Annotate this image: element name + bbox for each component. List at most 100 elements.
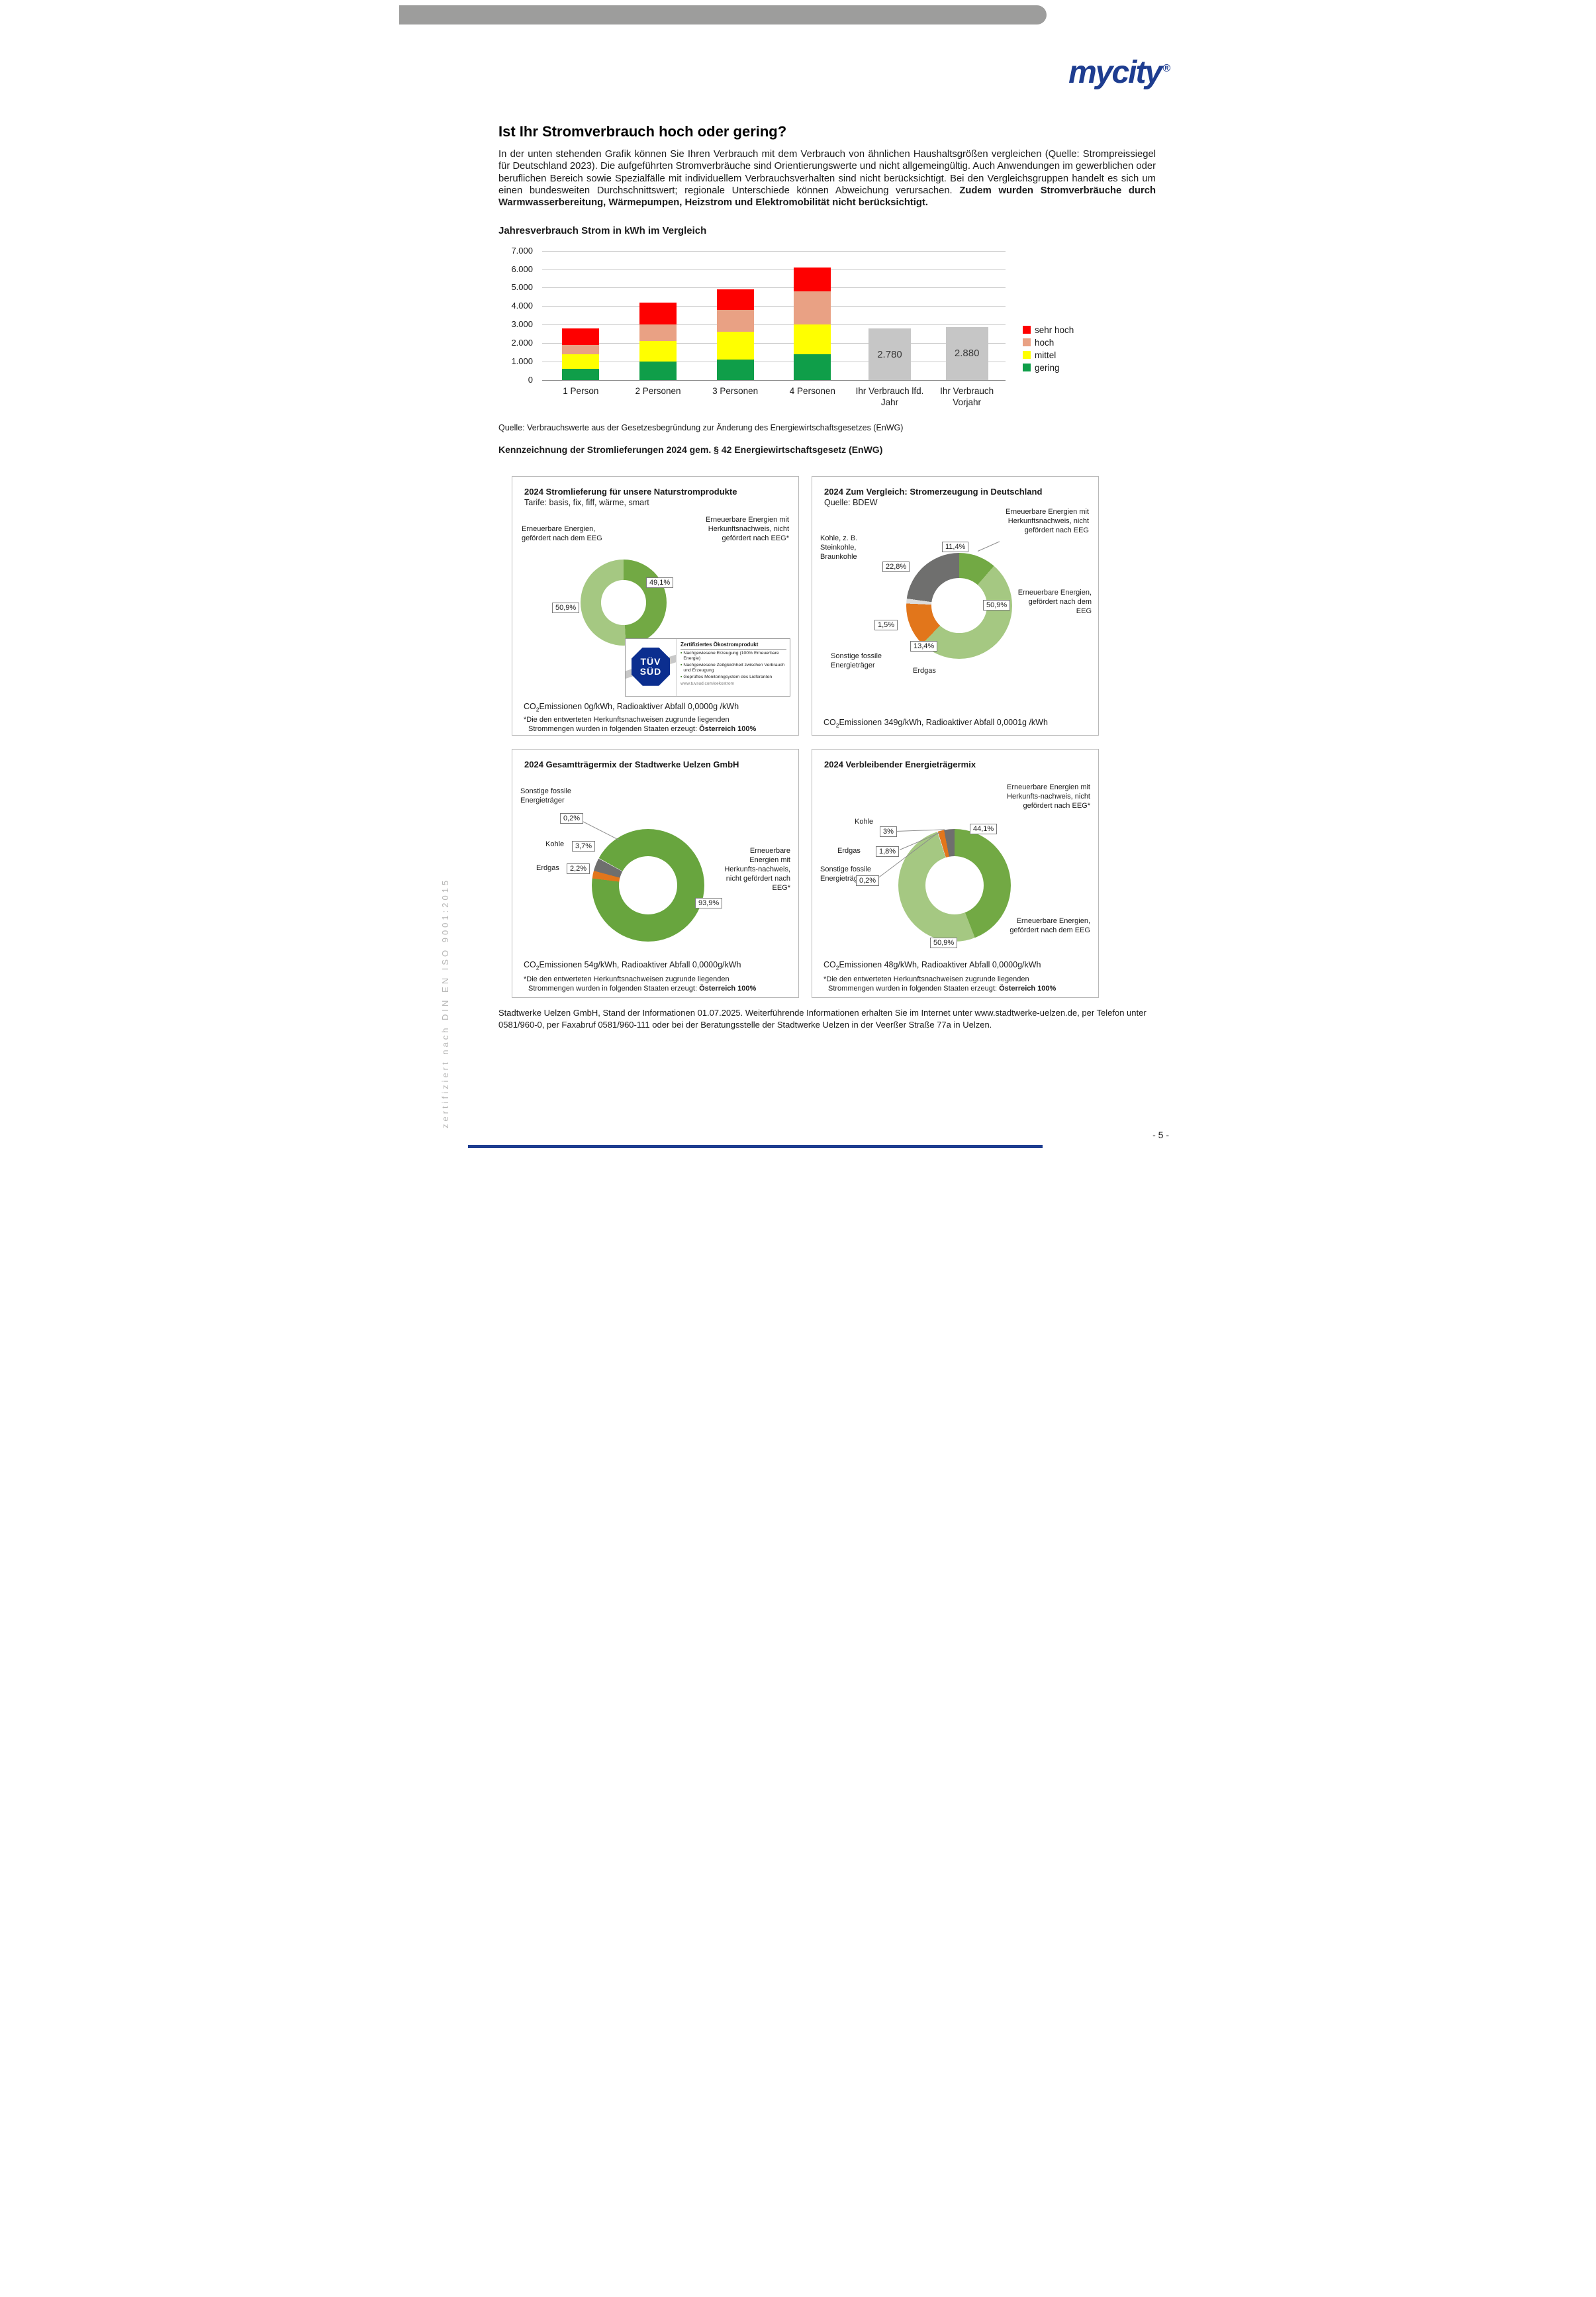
- tuv-text-area: Zertifiziertes Ökostromprodukt ▪ Nachgewi…: [676, 638, 790, 696]
- pct-erdgas: 13,4%: [910, 640, 938, 652]
- box-naturstrom: 2024 Stromlieferung für unsere Naturstro…: [512, 475, 799, 736]
- pct-hkn: 93,9%: [695, 897, 723, 909]
- segment-label-kohle: Kohle: [855, 817, 874, 826]
- tuv-bullet-3: ▪ Geprüftes Monitoringsystem des Lieferan…: [681, 674, 773, 679]
- tuv-certificate-box: TÜV SÜD Zertifiziertes Ökostromprodukt ▪…: [625, 638, 790, 697]
- tuv-logo-area: TÜV SÜD: [626, 639, 676, 696]
- pct-hkn: 11,4%: [942, 541, 969, 553]
- tuv-url: www.tuvsud.com/oekostrom: [681, 681, 734, 687]
- y-tick-label: 4.000: [511, 301, 533, 311]
- footer-accent-line: [468, 1145, 1043, 1148]
- bar-category-label: 2 Personen: [635, 385, 681, 396]
- tuv-header: Zertifiziertes Ökostromprodukt: [681, 642, 786, 650]
- bullet-icon: ▪: [681, 674, 682, 679]
- bar-segment-hoch: [716, 309, 754, 332]
- bar-category-label: 1 Person: [563, 385, 599, 396]
- legend-item: sehr hoch: [1023, 325, 1074, 335]
- y-tick-label: 7.000: [511, 245, 533, 256]
- section-heading: Kennzeichnung der Stromlieferungen 2024 …: [498, 444, 883, 455]
- bullet-icon: ▪: [681, 650, 682, 656]
- donut-chart-naturstrom: [581, 559, 667, 646]
- registered-mark: ®: [1162, 63, 1170, 74]
- y-tick-label: 1.000: [511, 356, 533, 366]
- legend-swatch: [1023, 338, 1031, 347]
- co2-emissions-line: CO2Emissionen 0g/kWh, Radioaktiver Abfal…: [524, 701, 739, 713]
- bar-segment-mittel: [716, 332, 754, 360]
- bar-segment-mittel: [562, 354, 600, 369]
- bar-chart: 0 1.000 2.000 3.000 4.000 5.000 6.000 7.000 2.7…: [498, 246, 1156, 419]
- pct-eeg: 50,9%: [552, 602, 580, 614]
- gridline: [542, 324, 1006, 326]
- bar-segment-mittel: [794, 324, 831, 354]
- legend-item: mittel: [1023, 350, 1074, 360]
- pct-eeg: 50,9%: [983, 599, 1011, 611]
- pct-sonstige: 0,2%: [856, 875, 880, 887]
- segment-label-eeg: Erneuerbare Energien, gefördert nach dem…: [1009, 916, 1090, 934]
- gridline: [542, 269, 1006, 270]
- legend-label: sehr hoch: [1035, 324, 1074, 335]
- segment-label-sonstige: Sonstige fossile Energieträger: [831, 652, 882, 669]
- legend-label: gering: [1035, 362, 1060, 373]
- donut-chart-gesamtmix: [592, 828, 704, 942]
- header-bar: [399, 5, 1047, 24]
- segment-label-erdgas: Erdgas: [536, 863, 559, 872]
- segment-label-hkn: Erneuerbare Energien mit Herkunfts-nachw…: [1007, 783, 1090, 810]
- legend-label: mittel: [1035, 350, 1056, 360]
- bar-segment-gering: [794, 354, 831, 380]
- gridline: [542, 250, 1006, 252]
- box-subtitle: Tarife: basis, fix, fiff, wärme, smart: [524, 497, 649, 507]
- legend-swatch: [1023, 326, 1031, 334]
- gridline: [542, 287, 1006, 289]
- intro-paragraph: In der unten stehenden Grafik können Sie…: [498, 148, 1156, 209]
- bar-value-label: 2.880: [954, 348, 980, 360]
- gridline: [542, 343, 1006, 344]
- segment-label-erdgas: Erdgas: [913, 666, 936, 675]
- segment-label-eeg: Erneuerbare Energien, gefördert nach dem…: [1017, 588, 1092, 615]
- footer-contact-info: Stadtwerke Uelzen GmbH, Stand der Inform…: [498, 1007, 1147, 1030]
- pct-hkn: 44,1%: [970, 823, 998, 835]
- bar-segment-mittel: [639, 341, 677, 362]
- footnote: *Die den entwerteten Herkunftsnachweisen…: [823, 975, 1056, 993]
- legend-swatch: [1023, 351, 1031, 360]
- segment-label-hkn: Erneuerbare Energien mit Herkunfts-nachw…: [724, 846, 790, 893]
- pct-kohle: 22,8%: [882, 561, 910, 573]
- gridline: [542, 306, 1006, 307]
- pct-kohle: 3,7%: [572, 840, 596, 852]
- donut-chart-verbleibend: [898, 828, 1011, 942]
- pct-kohle: 3%: [880, 826, 897, 838]
- co2-emissions-line: CO2Emissionen 54g/kWh, Radioaktiver Abfa…: [524, 959, 741, 971]
- tuv-logo-line2: SÜD: [639, 665, 662, 677]
- leader-line: [977, 541, 1000, 552]
- bar-segment-gering: [716, 360, 754, 380]
- document-page: mycity ® Ist Ihr Stromverbrauch hoch oder…: [399, 0, 1197, 1148]
- pct-eeg: 50,9%: [930, 937, 958, 949]
- bar-segment-sehr-hoch: [562, 328, 600, 345]
- segment-label-eeg: Erneuerbare Energien, gefördert nach dem…: [522, 524, 602, 542]
- pct-sonstige: 1,5%: [874, 619, 898, 631]
- box-title: 2024 Zum Vergleich: Stromerzeugung in De…: [824, 486, 1043, 497]
- bar-segment-hoch: [562, 344, 600, 354]
- box-gesamtmix: 2024 Gesamtträgermix der Stadtwerke Uelz…: [512, 748, 799, 998]
- tuv-logo-line1: TÜV: [640, 656, 661, 667]
- bar-segment-sehr-hoch: [639, 302, 677, 325]
- box-deutschland: 2024 Zum Vergleich: Stromerzeugung in De…: [812, 475, 1099, 736]
- bar-segment-sehr-hoch: [794, 267, 831, 292]
- box-title: 2024 Stromlieferung für unsere Naturstro…: [524, 486, 737, 497]
- x-axis-labels: 1 Person 2 Personen 3 Personen 4 Personen Ih…: [542, 386, 1006, 416]
- footnote: *Die den entwerteten Herkunftsnachweisen…: [524, 975, 757, 993]
- intro-text-bold: Zudem wurden Stromverbräuche durch Warmw…: [498, 185, 1156, 209]
- bar-segment-gering: [639, 361, 677, 380]
- bar-segment-hoch: [639, 324, 677, 342]
- mycity-logo: mycity ®: [1068, 54, 1170, 91]
- tuv-sued-logo-icon: TÜV SÜD: [632, 647, 670, 686]
- tuv-bullet-2: ▪ Nachgewiesene Zeitgleichheit zwischen V…: [681, 662, 785, 673]
- pct-erdgas: 2,2%: [567, 863, 590, 875]
- bar-chart-heading: Jahresverbrauch Strom in kWh im Vergleic…: [498, 224, 707, 236]
- legend-item: gering: [1023, 363, 1074, 373]
- pct-erdgas: 1,8%: [876, 846, 900, 857]
- tuv-bullet-1: ▪ Nachgewiesene Erzeugung (100% Erneuerba…: [681, 650, 779, 661]
- page-title: Ist Ihr Stromverbrauch hoch oder gering?: [498, 123, 787, 140]
- leader-line: [582, 820, 620, 840]
- certification-vertical-text: zertifiziert nach DIN EN ISO 9001:2015: [440, 877, 450, 1128]
- logo-text: mycity: [1068, 55, 1162, 90]
